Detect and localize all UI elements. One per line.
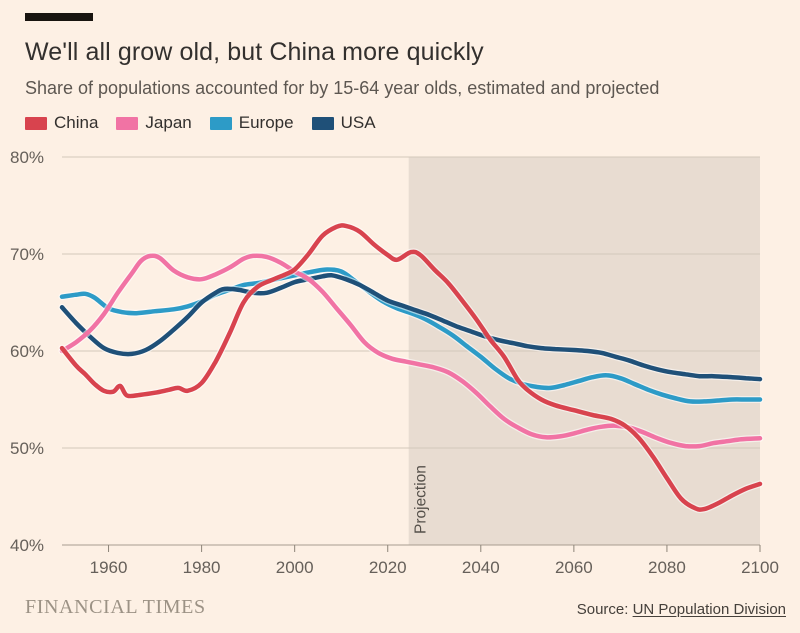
line-chart: 80% 70% 60% 50% 40% 1960 1980 2000 2020 2040 2060 2… xyxy=(0,140,800,590)
y-axis-label: 50% xyxy=(10,439,44,458)
source-line: Source: UN Population Division xyxy=(577,601,786,618)
source-prefix: Source: xyxy=(576,601,629,618)
page-title: We'll all grow old, but China more quick… xyxy=(25,38,484,66)
legend-item-china: China xyxy=(25,113,98,133)
legend-item-europe: Europe xyxy=(209,113,294,133)
ft-accent-bar xyxy=(25,13,93,21)
x-axis-label: 2000 xyxy=(276,558,314,577)
y-axis-label: 70% xyxy=(10,245,44,264)
legend-label: Europe xyxy=(238,113,294,132)
series-line-europe xyxy=(59,267,763,404)
legend-item-usa: USA xyxy=(311,113,376,133)
chart-canvas: 80% 70% 60% 50% 40% 1960 1980 2000 2020 2040 2060 2… xyxy=(10,148,779,577)
legend-swatch-china xyxy=(25,116,47,130)
legend-label: Japan xyxy=(145,113,192,132)
legend-swatch-japan xyxy=(116,116,139,130)
x-axis-label: 2040 xyxy=(462,558,500,577)
x-axis-label: 2100 xyxy=(741,558,779,577)
y-axis-label: 40% xyxy=(10,536,44,555)
chart-legend: China Japan Europe USA xyxy=(25,113,376,133)
x-axis-label: 1960 xyxy=(90,558,128,577)
projection-label: Projection xyxy=(413,465,430,534)
legend-label: USA xyxy=(340,113,376,132)
y-axis-label: 60% xyxy=(10,342,44,361)
y-axis-label: 80% xyxy=(10,148,44,167)
source-link[interactable]: UN Population Division xyxy=(632,601,786,618)
series-line-china xyxy=(59,223,763,512)
legend-item-japan: Japan xyxy=(116,113,192,133)
x-axis-label: 2060 xyxy=(555,558,593,577)
x-axis-label: 2080 xyxy=(648,558,686,577)
x-axis-label: 2020 xyxy=(369,558,407,577)
ft-wordmark: FINANCIAL TIMES xyxy=(25,596,206,618)
x-axis-label: 1980 xyxy=(183,558,221,577)
chart-subtitle: Share of populations accounted for by 15… xyxy=(25,78,660,98)
legend-label: China xyxy=(54,113,99,132)
legend-swatch-europe xyxy=(209,116,232,130)
series-line-japan xyxy=(59,253,763,449)
series-line-usa xyxy=(59,272,763,382)
legend-swatch-usa xyxy=(311,116,334,130)
